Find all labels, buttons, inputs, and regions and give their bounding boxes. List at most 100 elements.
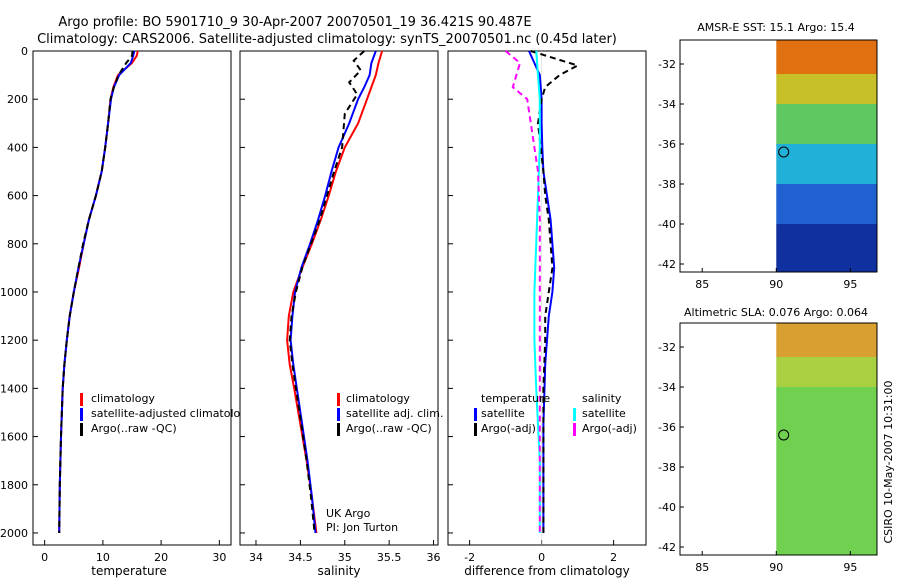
sal-series-argo-raw-qc- xyxy=(288,50,365,534)
sst-ytick-label: -36 xyxy=(658,138,676,151)
legend-temperature-heading: temperature xyxy=(481,392,550,405)
legend-argo: Argo(..raw -QC) xyxy=(346,422,432,435)
salinity-xlabel: salinity xyxy=(317,564,360,578)
legend-swatch-red xyxy=(337,393,340,406)
sla-color-band xyxy=(776,357,877,388)
diff-xtick-label: 2 xyxy=(610,551,617,564)
legend-climatology: climatology xyxy=(91,392,155,405)
sla-map-title: Altimetric SLA: 0.076 Argo: 0.064 xyxy=(684,306,868,319)
sla-xtick-label: 95 xyxy=(843,561,857,574)
legend-argo: Argo(..raw -QC) xyxy=(91,422,177,435)
temp-ytick-label: 800 xyxy=(7,238,28,251)
temp-ytick-label: 2000 xyxy=(0,527,28,540)
sal-xtick-label: 34 xyxy=(249,551,263,564)
sst-argo-location-marker xyxy=(778,146,790,158)
sst-xtick-label: 85 xyxy=(695,278,709,291)
temp-ytick-label: 1000 xyxy=(0,286,28,299)
sla-xtick-label: 85 xyxy=(695,561,709,574)
sst-color-band xyxy=(776,74,877,105)
difference-plot: -2 0 2 xyxy=(448,50,617,564)
sla-ytick-label: -32 xyxy=(658,341,676,354)
diff-xtick-label: 0 xyxy=(538,551,545,564)
sla-ytick-label: -42 xyxy=(658,541,676,554)
difference-panel: -2 0 2 difference from climatology tempera… xyxy=(447,50,647,578)
figure-title-line2: Climatology: CARS2006. Satellite-adjuste… xyxy=(37,32,617,47)
sal-xtick-label: 36 xyxy=(427,551,441,564)
sst-xtick-label: 95 xyxy=(843,278,857,291)
sla-ytick-label: -38 xyxy=(658,461,676,474)
annotation-uk-argo: UK Argo xyxy=(326,507,371,520)
sst-ytick-label: -32 xyxy=(658,58,676,71)
temp-xtick-label: 0 xyxy=(41,551,48,564)
legend-satellite-adjusted: satellite-adjusted climatology xyxy=(91,407,254,420)
legend-swatch-black xyxy=(80,423,83,436)
legend-swatch-blue xyxy=(337,408,340,421)
temp-ytick-label: 400 xyxy=(7,141,28,154)
annotation-pi: PI: Jon Turton xyxy=(326,521,398,534)
sst-map-border xyxy=(679,39,878,273)
sst-ytick-label: -38 xyxy=(658,178,676,191)
sst-color-band xyxy=(776,40,877,75)
sla-color-band xyxy=(776,387,877,556)
sst-ytick-label: -34 xyxy=(658,98,676,111)
legend-salinity-heading: salinity xyxy=(582,392,622,405)
temp-xtick-label: 20 xyxy=(154,551,168,564)
legend-swatch-black xyxy=(337,423,340,436)
sal-xtick-label: 34.5 xyxy=(288,551,313,564)
diff-series-temperature-argo-adj- xyxy=(530,50,581,533)
sla-xtick-label: 90 xyxy=(769,561,783,574)
sla-color-band xyxy=(776,323,877,358)
legend-sal-argo: Argo(-adj) xyxy=(582,422,637,435)
temp-ytick-label: 600 xyxy=(7,190,28,203)
csiro-timestamp-label: CSIRO 10-May-2007 10:31:00 xyxy=(882,380,895,543)
legend-swatch-blue xyxy=(474,408,477,421)
legend-swatch-blue xyxy=(80,408,83,421)
legend-sal-satellite: satellite xyxy=(582,407,626,420)
temperature-plot: 0 10 20 30 0 200 400 600 800 1000 1200 1400 1600 1800… xyxy=(0,45,226,564)
temperature-axes-frame xyxy=(32,50,232,546)
temp-xtick-label: 10 xyxy=(96,551,110,564)
temp-xtick-label: 30 xyxy=(212,551,226,564)
sst-map-plot: 85 90 95 -32 -34 -36 -38 -40 -42 xyxy=(658,39,878,291)
legend-swatch-black xyxy=(474,423,477,436)
sla-ytick-label: -40 xyxy=(658,501,676,514)
sst-map-panel: AMSR-E SST: 15.1 Argo: 15.4 85 90 95 -32 -34… xyxy=(658,21,878,291)
legend-temp-satellite: satellite xyxy=(481,407,525,420)
sst-color-band xyxy=(776,224,877,273)
salinity-axes-frame xyxy=(239,50,439,546)
temp-series-argo-raw-qc- xyxy=(58,50,134,534)
sla-map-panel: Altimetric SLA: 0.076 Argo: 0.064 85 90 95… xyxy=(658,306,878,574)
sla-ytick-label: -34 xyxy=(658,381,676,394)
difference-legend: temperature satellite Argo(-adj) salinit… xyxy=(474,392,637,436)
diff-xtick-label: -2 xyxy=(464,551,475,564)
salinity-legend: climatology satellite adj. clim. Argo(..… xyxy=(337,392,443,436)
legend-swatch-magenta xyxy=(573,423,576,436)
sst-xtick-label: 90 xyxy=(769,278,783,291)
sal-xtick-label: 35 xyxy=(338,551,352,564)
sst-color-band xyxy=(776,144,877,185)
sla-ytick-label: -36 xyxy=(658,421,676,434)
temp-ytick-label: 200 xyxy=(7,93,28,106)
sla-map-border xyxy=(679,322,878,556)
temperature-panel: 0 10 20 30 0 200 400 600 800 1000 1200 1400 1600 1800… xyxy=(0,45,254,578)
temperature-legend: climatology satellite-adjusted climatolo… xyxy=(80,392,254,436)
sst-ytick-label: -42 xyxy=(658,258,676,271)
sst-color-band xyxy=(776,104,877,145)
temp-ytick-label: 1600 xyxy=(0,431,28,444)
sla-map-plot: 85 90 95 -32 -34 -36 -38 -40 -42 xyxy=(658,322,878,574)
temp-ytick-label: 1400 xyxy=(0,382,28,395)
sla-argo-location-marker xyxy=(778,429,790,441)
legend-swatch-red xyxy=(80,393,83,406)
salinity-plot: 34 34.5 35 35.5 36 xyxy=(240,50,441,564)
sst-ytick-label: -40 xyxy=(658,218,676,231)
salinity-panel: 34 34.5 35 35.5 36 salinity climatology sate… xyxy=(239,50,443,578)
legend-temp-argo: Argo(-adj) xyxy=(481,422,536,435)
sst-color-band xyxy=(776,184,877,225)
difference-xlabel: difference from climatology xyxy=(464,564,630,578)
legend-swatch-cyan xyxy=(573,408,576,421)
legend-climatology: climatology xyxy=(346,392,410,405)
sal-xtick-label: 35.5 xyxy=(377,551,402,564)
temp-ytick-label: 1200 xyxy=(0,334,28,347)
legend-satellite-adj: satellite adj. clim. xyxy=(346,407,443,420)
sst-map-title: AMSR-E SST: 15.1 Argo: 15.4 xyxy=(697,21,855,34)
